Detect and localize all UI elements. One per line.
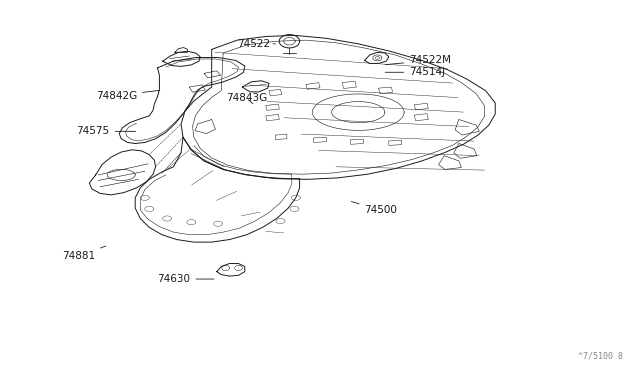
Text: 74500: 74500: [351, 202, 397, 215]
Text: 74522M: 74522M: [385, 55, 451, 65]
Text: 74575: 74575: [77, 126, 136, 137]
Text: 74522: 74522: [237, 39, 275, 49]
Text: 74842G: 74842G: [96, 90, 160, 100]
Text: 74630: 74630: [157, 274, 214, 284]
Text: ^7/5100 8: ^7/5100 8: [578, 351, 623, 360]
Text: 74514J: 74514J: [385, 67, 445, 77]
Text: 74843G: 74843G: [226, 93, 267, 104]
Text: 74881: 74881: [62, 246, 106, 261]
